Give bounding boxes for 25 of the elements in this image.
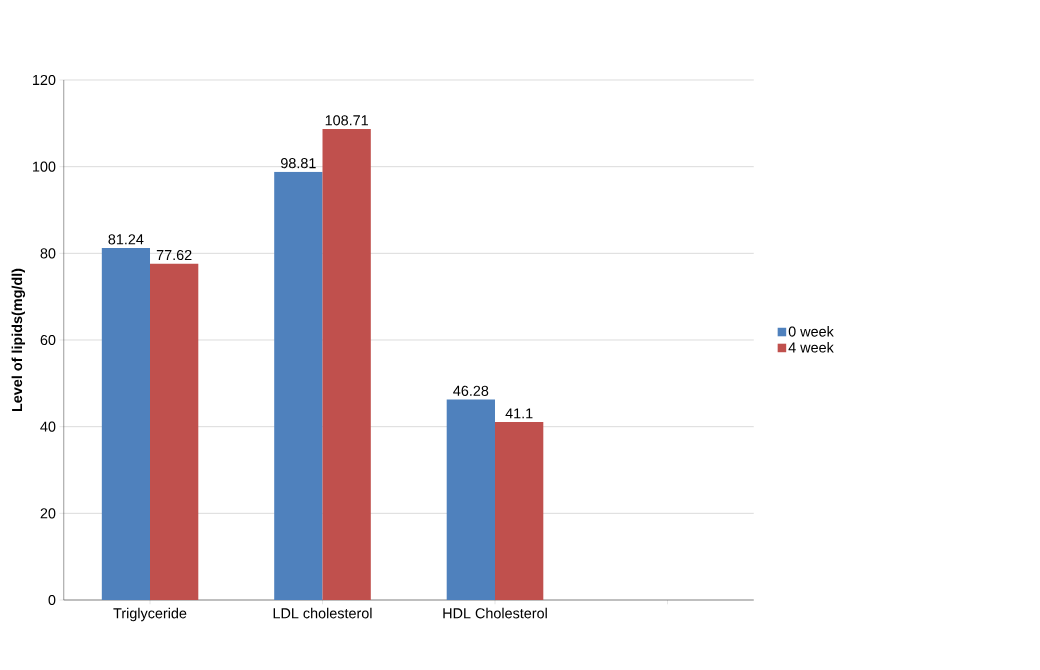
bar — [150, 263, 199, 600]
y-axis-title: Level of lipids(mg/dl) — [11, 268, 26, 412]
y-tick-label: 40 — [40, 421, 56, 432]
x-tick-label: LDL cholesterol — [273, 607, 372, 619]
x-tick-label: Triglyceride — [113, 607, 187, 622]
y-tick-label: 20 — [40, 508, 56, 519]
y-tick-label: 60 — [40, 334, 56, 346]
legend-label: 4 week — [788, 342, 834, 353]
x-tick-label: HDL Cholesterol — [443, 607, 547, 619]
y-tick-label: 0 — [48, 594, 56, 606]
data-label: 81.24 — [108, 234, 144, 245]
bar — [101, 247, 151, 600]
data-label: 98.81 — [281, 158, 316, 169]
bar — [274, 171, 323, 600]
data-label: 41.1 — [505, 408, 533, 419]
bar — [322, 128, 371, 600]
data-label: 46.28 — [453, 385, 489, 396]
y-tick-label: 80 — [40, 248, 56, 259]
y-tick-label: 120 — [33, 74, 56, 86]
y-tick-label: 100 — [33, 161, 56, 172]
bar — [495, 421, 544, 600]
legend-label: 0 week — [788, 326, 834, 337]
data-label: 77.62 — [156, 249, 192, 261]
data-label: 108.71 — [325, 115, 368, 126]
bar — [446, 399, 495, 600]
